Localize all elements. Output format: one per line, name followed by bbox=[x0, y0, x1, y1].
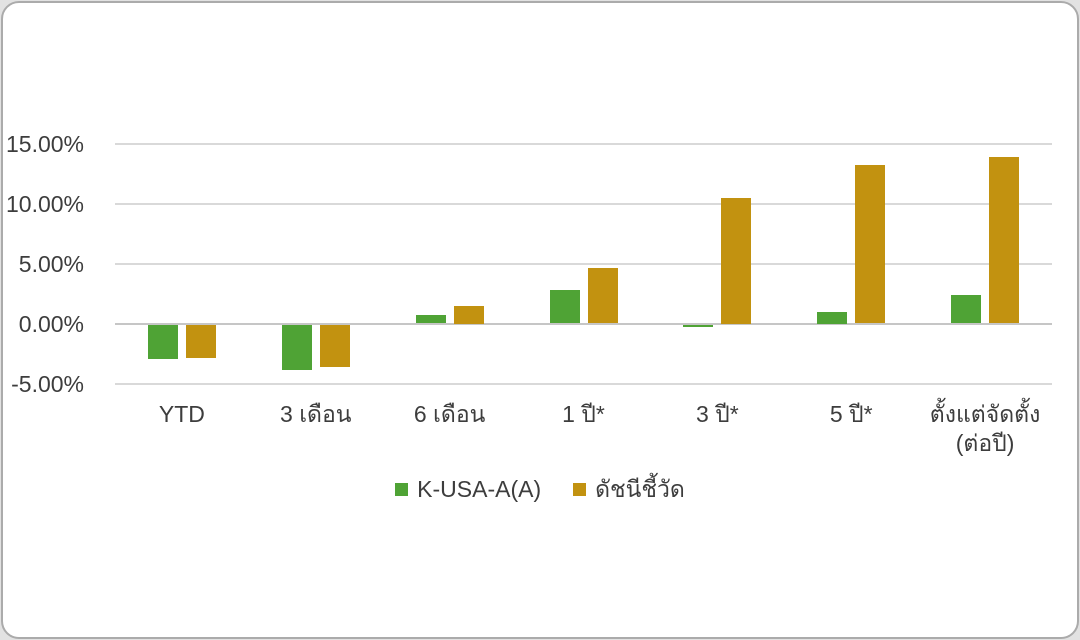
bar-series-2-cat-2 bbox=[319, 324, 350, 367]
x-axis-category-label: 6 เดือน bbox=[413, 401, 486, 427]
x-axis-category-label: 1 ปี* bbox=[562, 401, 605, 427]
bar-series-1-cat-7 bbox=[951, 294, 982, 324]
x-axis-category-label: YTD bbox=[158, 401, 205, 427]
y-axis-tick-label: 10.00% bbox=[5, 190, 84, 217]
bar-series-2-cat-4 bbox=[587, 268, 618, 324]
x-axis-category-label: 3 ปี* bbox=[695, 401, 739, 427]
bar-series-2-cat-5 bbox=[721, 197, 752, 324]
gridline bbox=[115, 142, 1052, 145]
bar-series-1-cat-3 bbox=[415, 315, 446, 324]
bar-series-1-cat-6 bbox=[817, 311, 848, 324]
bar-series-1-cat-2 bbox=[281, 324, 312, 371]
gridline bbox=[115, 202, 1052, 205]
x-axis-category-label: 3 เดือน bbox=[280, 401, 352, 427]
bar-series-1-cat-5 bbox=[683, 324, 714, 327]
bar-series-2-cat-7 bbox=[989, 156, 1020, 324]
gridline bbox=[115, 382, 1052, 385]
x-axis-zero-line bbox=[115, 322, 1052, 325]
y-axis-tick-label: -5.00% bbox=[11, 370, 84, 397]
bar-series-1-cat-4 bbox=[549, 289, 580, 324]
bar-series-1-cat-1 bbox=[147, 324, 178, 360]
legend-item: ดัชนีชี้วัด bbox=[573, 476, 685, 502]
chart-legend: K-USA-A(A) ดัชนีชี้วัด bbox=[0, 476, 1080, 502]
gridline bbox=[115, 262, 1052, 265]
legend-item: K-USA-A(A) bbox=[395, 476, 541, 502]
legend-swatch-icon bbox=[395, 482, 409, 496]
legend-series-label: ดัชนีชี้วัด bbox=[595, 476, 685, 502]
y-axis-tick-label: 5.00% bbox=[18, 250, 84, 277]
bar-series-2-cat-1 bbox=[185, 324, 216, 359]
bar-series-2-cat-3 bbox=[453, 305, 484, 324]
legend-swatch-icon bbox=[573, 482, 587, 496]
y-axis-tick-label: 15.00% bbox=[5, 130, 84, 157]
bar-series-2-cat-6 bbox=[855, 165, 886, 324]
x-axis-category-label: ตั้งแต่จัดตั้ง (ต่อปี) bbox=[929, 401, 1041, 456]
y-axis-tick-label: 0.00% bbox=[18, 310, 84, 337]
x-axis-category-label: 5 ปี* bbox=[829, 401, 873, 427]
legend-series-label: K-USA-A(A) bbox=[417, 476, 542, 502]
